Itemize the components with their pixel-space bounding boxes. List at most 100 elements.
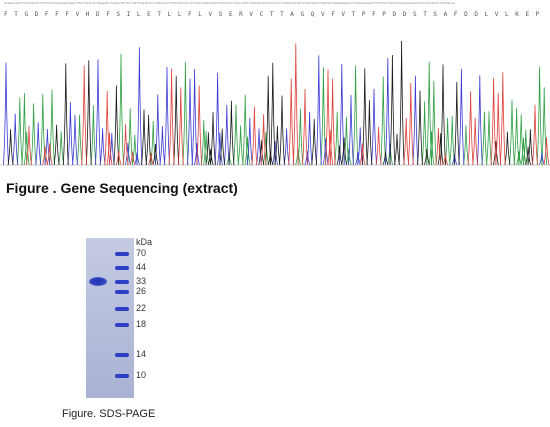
trace-peak-A-3 (30, 103, 37, 166)
trace-peak-C-26 (306, 111, 313, 166)
ladder-band-22 (115, 307, 129, 311)
trace-peak-T-21 (359, 143, 366, 166)
trace-peak-G-32 (440, 64, 446, 166)
trace-peak-G-17 (269, 62, 276, 166)
trace-peak-G-12 (219, 128, 226, 166)
mw-label-44: 44 (136, 262, 147, 272)
trace-peak-C-17 (193, 143, 200, 166)
trace-peak-G-6 (145, 114, 152, 166)
trace-peak-T-1 (42, 146, 49, 166)
trace-peak-C-34 (384, 58, 391, 166)
trace-peak-C-22 (256, 128, 262, 166)
trace-peak-T-10 (168, 68, 175, 166)
trace-peak-G-27 (394, 133, 400, 166)
trace-peak-T-13 (251, 106, 258, 166)
trace-peak-G-5 (141, 109, 147, 166)
trace-peak-A-38 (481, 111, 488, 166)
trace-peak-A-14 (200, 119, 207, 166)
trace-peak-T-12 (196, 85, 203, 166)
trace-peak-C-2 (35, 122, 42, 166)
trace-peak-A-0 (16, 97, 23, 166)
trace-peak-A-41 (513, 107, 520, 166)
trace-peak-C-25 (304, 151, 311, 166)
mw-label-22: 22 (136, 303, 147, 313)
trace-peak-T-4 (104, 90, 111, 166)
trace-peak-A-31 (421, 101, 428, 166)
trace-peak-C-31 (355, 152, 361, 166)
trace-peak-G-22 (341, 137, 348, 166)
trace-peak-G-0 (7, 129, 14, 166)
trace-peak-A-27 (345, 148, 352, 166)
trace-peak-C-28 (322, 138, 329, 166)
trace-peak-A-8 (90, 105, 97, 166)
gene-sequencing-caption: Figure . Gene Sequencing (extract) (6, 180, 238, 196)
trace-peak-G-15 (265, 75, 272, 166)
trace-peak-G-23 (361, 68, 368, 166)
trace-peak-A-24 (320, 67, 327, 166)
trace-peak-C-39 (539, 153, 545, 166)
trace-peak-A-33 (428, 131, 435, 166)
trace-peak-A-35 (444, 117, 451, 166)
trace-peak-A-23 (297, 108, 304, 166)
trace-peak-T-22 (375, 126, 382, 166)
chromatogram-trace (0, 41, 550, 166)
kda-unit-label: kDa (136, 237, 153, 247)
sds-page-gel (86, 238, 134, 398)
trace-peak-A-28 (352, 65, 359, 166)
trace-peak-A-44 (520, 137, 527, 166)
ladder-band-10 (115, 374, 129, 378)
trace-peak-A-2 (23, 131, 30, 166)
trace-peak-T-8 (129, 151, 136, 166)
trace-peak-A-11 (131, 134, 138, 166)
trace-peak-T-3 (81, 65, 88, 166)
trace-peak-G-3 (85, 60, 92, 166)
trace-peak-T-11 (177, 87, 184, 166)
trace-peak-G-29 (417, 90, 423, 166)
trace-peak-G-16 (267, 151, 274, 166)
trace-peak-C-36 (451, 154, 458, 166)
protein-sequence-line: F T G D F F F V H D F S I L E T L L F L … (4, 11, 546, 18)
trace-peak-G-30 (423, 149, 430, 166)
trace-peak-A-9 (118, 53, 124, 166)
trace-peak-C-7 (99, 128, 106, 166)
trace-peak-G-8 (173, 75, 180, 166)
trace-peak-A-34 (430, 80, 437, 166)
trace-peak-G-26 (389, 55, 396, 166)
trace-peak-C-1 (12, 113, 19, 166)
trace-peak-C-15 (187, 78, 193, 166)
trace-peak-A-21 (262, 131, 269, 166)
trace-peak-G-10 (207, 149, 214, 166)
trace-peak-A-43 (518, 114, 525, 166)
mw-label-26: 26 (136, 286, 147, 296)
trace-peak-C-4 (67, 102, 74, 166)
trace-peak-C-9 (124, 142, 131, 166)
trace-peak-A-29 (380, 76, 387, 166)
trace-peak-T-29 (490, 77, 497, 166)
trace-peak-T-9 (148, 152, 154, 166)
trace-peak-T-19 (327, 130, 334, 166)
trace-peak-G-7 (152, 143, 159, 166)
trace-peak-T-33 (543, 137, 550, 166)
sds-page-caption: Figure. SDS-PAGE (62, 408, 156, 420)
trace-peak-A-46 (536, 66, 543, 166)
trace-peak-C-18 (214, 72, 221, 166)
trace-peak-A-1 (21, 92, 28, 166)
trace-peak-G-2 (62, 63, 69, 166)
trace-peak-T-2 (46, 143, 53, 166)
trace-peak-C-8 (108, 133, 115, 166)
trace-peak-A-30 (387, 143, 394, 166)
trace-peak-T-6 (115, 150, 122, 166)
ladder-band-44 (115, 266, 129, 270)
trace-peak-A-20 (244, 136, 251, 166)
trace-peak-A-17 (233, 104, 239, 166)
trace-peak-A-40 (509, 99, 515, 166)
trace-peak-A-13 (182, 62, 189, 166)
trace-peak-C-35 (412, 75, 419, 166)
trace-peak-C-37 (458, 68, 465, 166)
trace-peak-C-27 (315, 55, 322, 166)
trace-peak-G-1 (53, 124, 60, 166)
trace-peak-G-36 (525, 146, 532, 166)
trace-peak-G-13 (228, 100, 235, 166)
ladder-band-70 (115, 252, 129, 256)
trace-peak-G-28 (398, 41, 405, 166)
